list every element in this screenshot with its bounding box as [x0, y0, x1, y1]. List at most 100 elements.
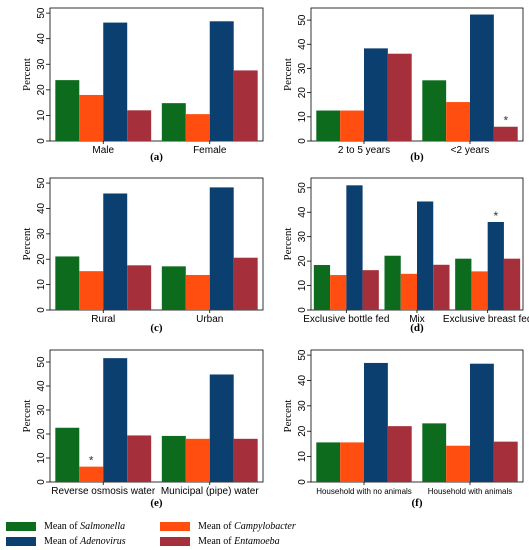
x-tick-label: Exclusive bottle fed: [303, 314, 389, 325]
legend-item-campylobacter: Mean of Campylobacter: [160, 521, 296, 532]
legend-item-salmonella: Mean of Salmonella: [6, 521, 125, 532]
y-tick-label: 40: [36, 33, 47, 45]
significance-asterisk: *: [503, 114, 508, 128]
bar-adenovirus: [470, 14, 494, 141]
y-tick-label: 0: [36, 138, 47, 144]
y-tick-label: 40: [36, 380, 47, 392]
y-tick-label: 20: [297, 87, 308, 99]
y-tick-label: 30: [297, 400, 308, 412]
y-tick-label: 40: [36, 202, 47, 214]
y-axis-label: Percent: [282, 58, 294, 91]
legend-name: Adenovirus: [80, 536, 126, 547]
panel-label: (b): [410, 151, 424, 163]
bar-salmonella: [316, 110, 341, 141]
y-tick-label: 30: [36, 228, 47, 240]
bar-entamoeba: [387, 53, 412, 141]
bar-adenovirus: [470, 363, 494, 482]
x-tick-label: Rural: [91, 314, 115, 325]
y-tick-label: 40: [297, 374, 308, 386]
significance-asterisk: *: [89, 454, 94, 468]
legend: Mean of Salmonella Mean of Campylobacter…: [0, 515, 529, 550]
bar-adenovirus: [487, 222, 504, 310]
bar-campylobacter: [471, 271, 488, 310]
bar-entamoeba: [233, 257, 258, 310]
bar-salmonella: [313, 265, 331, 310]
y-tick-label: 10: [36, 279, 47, 291]
bar-adenovirus: [209, 21, 234, 141]
bar-campylobacter: [446, 445, 470, 482]
bar-entamoeba: [127, 265, 152, 310]
legend-name: Campylobacter: [234, 521, 296, 532]
y-tick-label: 50: [36, 356, 47, 368]
y-tick-label: 0: [297, 138, 308, 144]
y-tick-label: 10: [36, 109, 47, 121]
bar-entamoeba: [503, 258, 521, 310]
significance-asterisk: *: [493, 209, 498, 223]
bar-salmonella: [455, 258, 472, 310]
x-tick-label: Household with animals: [428, 487, 513, 496]
bar-adenovirus: [346, 185, 363, 310]
bar-adenovirus: [364, 48, 388, 141]
bar-salmonella: [316, 442, 341, 482]
bar-adenovirus: [103, 193, 128, 310]
bar-salmonella: [55, 256, 80, 310]
y-tick-label: 20: [297, 425, 308, 437]
bar-salmonella: [161, 435, 186, 482]
y-axis-label: Percent: [21, 228, 33, 261]
bar-salmonella: [55, 427, 80, 482]
bar-entamoeba: [362, 270, 379, 310]
plot-frame: [49, 7, 264, 142]
y-axis-label: Percent: [282, 400, 294, 433]
x-tick-label: Male: [92, 145, 114, 156]
y-tick-label: 40: [297, 206, 308, 218]
y-tick-label: 20: [36, 253, 47, 265]
legend-swatch-salmonella: [6, 522, 36, 532]
bar-entamoeba: [493, 441, 518, 482]
bar-campylobacter: [79, 271, 104, 310]
x-tick-label: Exclusive breast fed: [443, 314, 529, 325]
x-tick-label: <2 years: [451, 145, 490, 156]
bar-salmonella: [161, 103, 186, 141]
bar-campylobacter: [185, 438, 210, 482]
bar-adenovirus: [103, 22, 128, 142]
bar-adenovirus: [364, 362, 388, 482]
y-tick-label: 10: [297, 280, 308, 292]
y-tick-label: 10: [36, 452, 47, 464]
y-tick-label: 50: [297, 182, 308, 194]
plot-frame: [310, 7, 524, 142]
bar-entamoeba: [387, 426, 412, 482]
x-tick-label: Urban: [196, 314, 223, 325]
y-axis-label: Percent: [21, 58, 33, 91]
panel-label: (c): [150, 322, 163, 334]
y-tick-label: 50: [36, 177, 47, 189]
bar-salmonella: [384, 255, 401, 310]
plot-frame: [49, 177, 264, 311]
chart-panel-1: 0 10 20 30 40 50 Percent 2 to 5 years <2 years * (…: [282, 7, 524, 163]
chart-panel-3: 0 10 20 30 40 50 Percent Exclusive bottle fed Mi…: [282, 177, 529, 334]
bar-entamoeba: [493, 126, 518, 141]
bar-entamoeba: [233, 438, 258, 482]
y-tick-label: 0: [36, 479, 47, 485]
bar-adenovirus: [209, 187, 234, 310]
bar-campylobacter: [340, 110, 364, 141]
legend-swatch-campylobacter: [160, 522, 190, 532]
panel-label: (d): [410, 322, 424, 334]
x-tick-label: Reverse osmosis water: [51, 486, 156, 497]
bar-campylobacter: [79, 94, 104, 141]
y-tick-label: 20: [36, 428, 47, 440]
y-tick-label: 20: [36, 84, 47, 96]
bar-campylobacter: [330, 275, 347, 310]
y-tick-label: 30: [36, 404, 47, 416]
y-tick-label: 50: [297, 14, 308, 26]
bar-campylobacter: [340, 442, 364, 482]
y-tick-label: 30: [297, 62, 308, 74]
legend-prefix: Mean of: [198, 536, 235, 547]
bar-campylobacter: [185, 274, 210, 310]
x-tick-label: 2 to 5 years: [338, 145, 390, 156]
chart-panel-2: 0 10 20 30 40 50 Percent Rural Urban (c): [21, 177, 264, 334]
panel-label: (a): [150, 151, 163, 163]
bar-adenovirus: [103, 358, 128, 482]
y-tick-label: 30: [297, 231, 308, 243]
y-tick-label: 40: [297, 38, 308, 50]
